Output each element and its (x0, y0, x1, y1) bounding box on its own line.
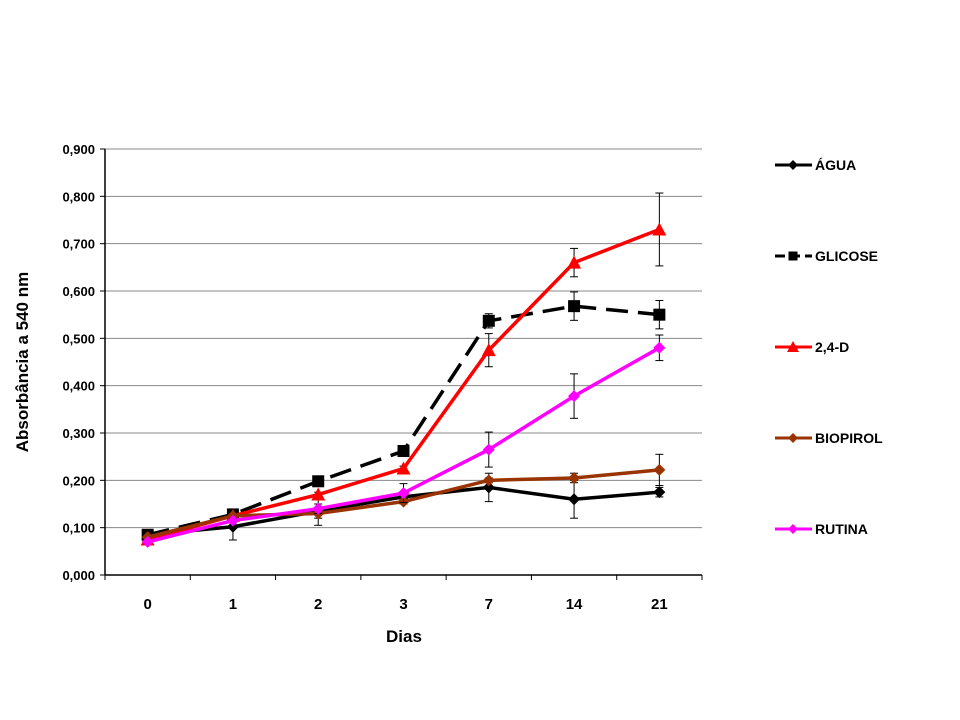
data-point-square (312, 475, 325, 488)
legend: ÁGUA GLICOSE 2,4-D BIOPIROL RUTINA (775, 157, 883, 537)
axes: 0,000 0,100 0,200 0,300 0,400 0,500 0,600 0,700… (62, 142, 703, 613)
legend-label: GLICOSE (815, 248, 878, 264)
data-point-diamond (788, 524, 798, 534)
y-tick-label: 0,500 (62, 331, 95, 346)
data-point-diamond (397, 487, 410, 500)
data-point-square (568, 300, 581, 313)
data-point-triangle (396, 461, 411, 475)
y-tick-label: 0,300 (62, 426, 95, 441)
y-tick-label: 0,000 (62, 568, 95, 583)
data-point-triangle (481, 343, 496, 357)
data-point-diamond (653, 463, 666, 476)
data-point-square (653, 308, 666, 321)
x-tick-label: 0 (143, 596, 151, 613)
data-point-diamond (482, 443, 495, 456)
data-point-square (482, 314, 495, 327)
y-tick-label: 0,800 (62, 189, 95, 204)
data-point-diamond (568, 493, 581, 506)
data-point-square (397, 444, 410, 457)
x-tick-label: 14 (566, 596, 583, 613)
data-point-diamond (226, 520, 239, 533)
legend-label: 2,4-D (815, 339, 849, 355)
data-point-diamond (788, 160, 798, 170)
data-point-diamond (568, 390, 581, 403)
data-point-diamond (482, 474, 495, 487)
data-point-diamond (653, 341, 666, 354)
x-tick-label: 3 (399, 596, 407, 613)
legend-label: BIOPIROL (815, 430, 883, 446)
series-layer (140, 192, 667, 548)
x-tick-label: 2 (314, 596, 322, 613)
data-point-triangle (787, 341, 799, 352)
legend-label: RUTINA (815, 521, 868, 537)
y-tick-label: 0,900 (62, 142, 95, 157)
data-point-diamond (141, 535, 154, 548)
x-axis-label: Dias (386, 627, 422, 646)
data-point-diamond (568, 471, 581, 484)
y-tick-label: 0,600 (62, 284, 95, 299)
data-point-triangle (311, 487, 326, 501)
data-point-triangle (652, 222, 667, 236)
series-line (147, 346, 661, 544)
y-tick-label: 0,400 (62, 379, 95, 394)
gridlines (105, 148, 702, 529)
data-point-diamond (226, 514, 239, 527)
y-tick-label: 0,700 (62, 237, 95, 252)
data-point-diamond (312, 502, 325, 515)
series-rutina (141, 334, 666, 548)
y-tick-label: 0,200 (62, 473, 95, 488)
data-point-diamond (653, 486, 666, 499)
x-tick-label: 21 (651, 596, 668, 613)
data-point-diamond (482, 481, 495, 494)
data-point-square (788, 251, 798, 261)
x-tick-label: 7 (485, 596, 493, 613)
y-tick-label: 0,100 (62, 521, 95, 536)
x-tick-label: 1 (229, 596, 237, 613)
data-point-triangle (567, 255, 582, 269)
y-axis-label: Absorbância a 540 nm (13, 272, 32, 452)
data-point-diamond (788, 433, 798, 443)
legend-label: ÁGUA (815, 157, 856, 173)
